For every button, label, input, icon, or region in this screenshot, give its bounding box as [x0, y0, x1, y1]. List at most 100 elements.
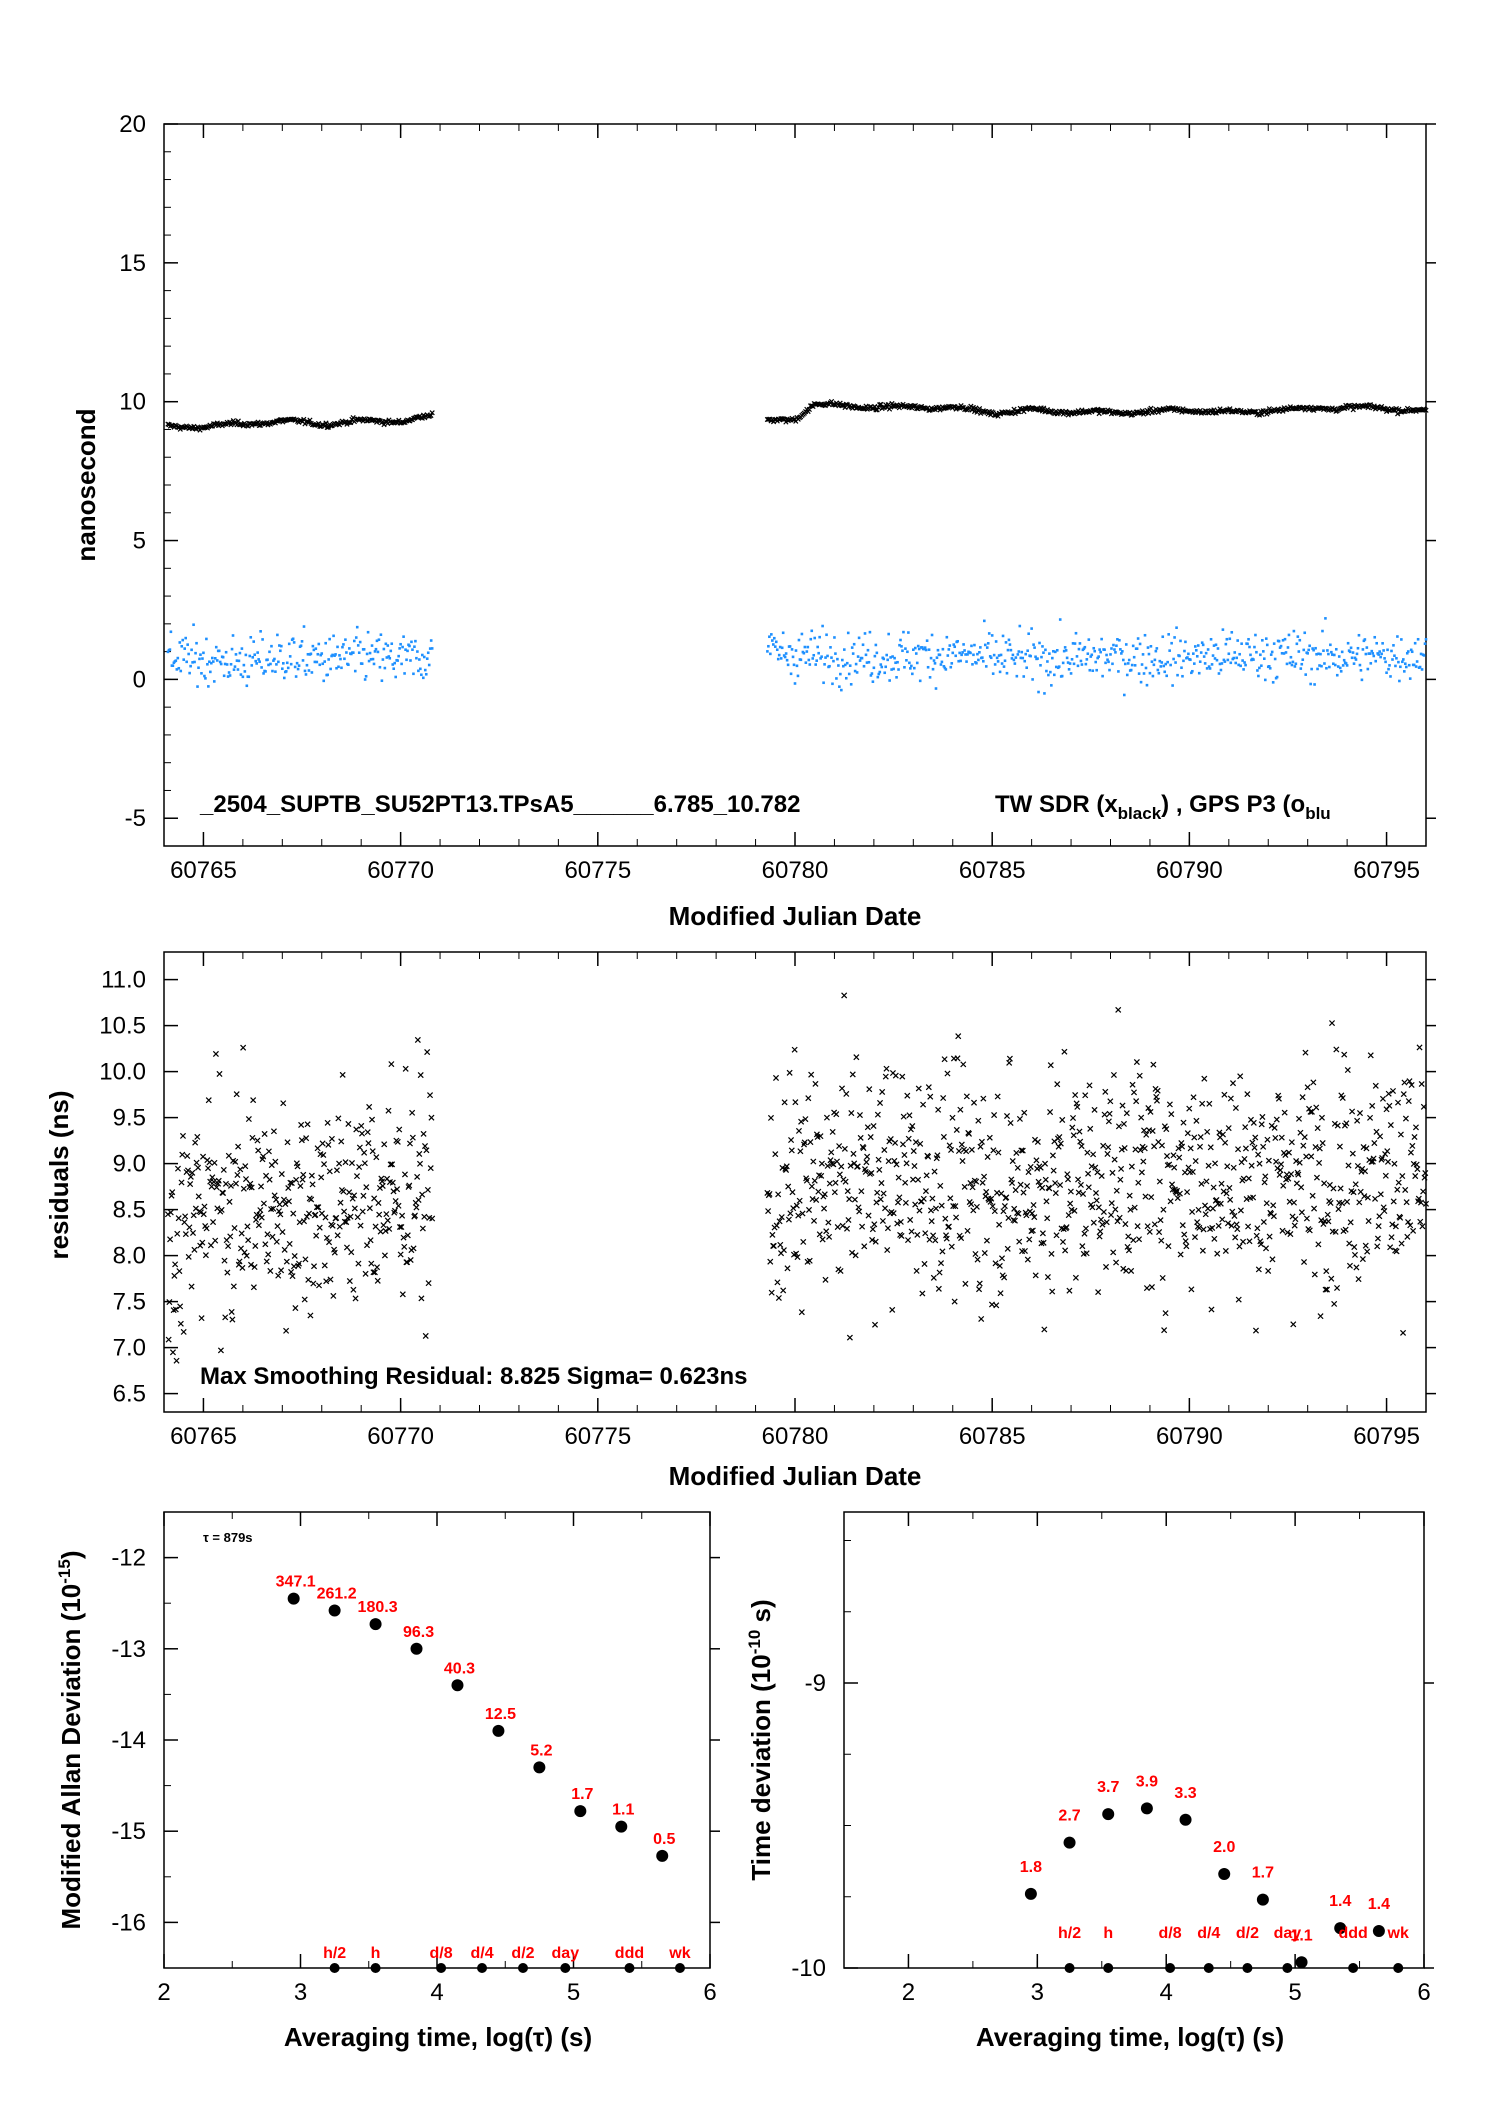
- residual-point: [208, 1183, 215, 1190]
- gps-p3-point: [420, 673, 423, 677]
- residual-point: [1090, 1151, 1097, 1158]
- gps-p3-point: [180, 644, 184, 648]
- gps-p3-point: [767, 644, 770, 648]
- residual-point: [1120, 1265, 1127, 1272]
- residual-point: [1361, 1193, 1368, 1200]
- axis-ticks: 60765 60770 60775 60780 60785 60790 607956.57.…: [99, 952, 1436, 1450]
- gps-p3-point: [1036, 657, 1039, 660]
- gps-p3-point: [994, 640, 998, 643]
- gps-p3-point: [1079, 659, 1083, 663]
- residual-point: [1105, 1118, 1112, 1125]
- residual-point: [767, 1114, 775, 1121]
- x-tick-label: 6: [703, 1979, 716, 2006]
- gps-p3-point: [1333, 653, 1336, 657]
- residual-point: [330, 1292, 337, 1299]
- residual-point: [1048, 1250, 1055, 1257]
- residual-point: [844, 1225, 851, 1232]
- residual-point: [925, 1153, 932, 1160]
- residual-point: [893, 1161, 900, 1168]
- gps-p3-point: [218, 660, 222, 664]
- gps-p3-point: [979, 646, 982, 649]
- gps-p3-point: [1400, 638, 1403, 641]
- gps-p3-point: [327, 658, 330, 661]
- gps-p3-point: [918, 679, 922, 683]
- residual-point: [1145, 1105, 1152, 1112]
- gps-p3-point: [1091, 669, 1095, 673]
- residual-point: [1407, 1149, 1414, 1156]
- gps-p3-point: [1352, 662, 1356, 665]
- gps-p3-point: [1191, 669, 1194, 673]
- residual-point: [1052, 1180, 1059, 1187]
- residual-point: [319, 1140, 326, 1147]
- y-tick-label: 10.0: [99, 1059, 146, 1086]
- residual-point: [929, 1195, 936, 1202]
- residual-point: [212, 1050, 219, 1057]
- gps-p3-point: [1265, 643, 1269, 647]
- residual-point: [254, 1137, 261, 1144]
- residual-point: [371, 1269, 378, 1276]
- gps-p3-point: [400, 662, 403, 666]
- residual-point: [952, 1203, 959, 1210]
- gps-p3-point: [403, 672, 406, 675]
- gps-p3-point: [339, 657, 342, 661]
- residual-point: [1270, 1213, 1277, 1220]
- gps-p3-point: [313, 660, 317, 664]
- residual-point: [833, 1158, 841, 1165]
- residual-point: [1260, 1218, 1267, 1226]
- gps-p3-point: [860, 656, 864, 660]
- residual-point: [1030, 1201, 1037, 1209]
- gps-p3-point: [1249, 653, 1252, 657]
- residual-point: [1395, 1179, 1402, 1186]
- gps-p3-point: [1024, 652, 1028, 656]
- residual-point: [1120, 1120, 1127, 1127]
- y-axis-title-unit: s): [746, 1599, 776, 1629]
- gps-p3-point: [423, 668, 427, 672]
- residual-point: [1202, 1211, 1209, 1218]
- residual-point: [207, 1242, 214, 1249]
- gps-p3-point: [1068, 662, 1072, 665]
- residual-point: [931, 1168, 938, 1175]
- time-marker-label: ddd: [615, 1945, 644, 1962]
- gps-p3-point: [281, 667, 284, 671]
- gps-p3-point: [1261, 638, 1264, 642]
- residual-point: [1189, 1208, 1196, 1215]
- gps-p3-point: [406, 649, 409, 653]
- tdev-point-label: 1.8: [1020, 1859, 1042, 1876]
- residual-point: [1279, 1227, 1286, 1234]
- residual-point: [892, 1072, 899, 1079]
- residual-point: [232, 1180, 239, 1187]
- time-marker-label: d/2: [511, 1945, 534, 1962]
- residual-point: [882, 1073, 889, 1080]
- gps-p3-point: [1053, 650, 1057, 654]
- gps-p3-point: [1366, 667, 1370, 671]
- residual-point: [310, 1263, 318, 1270]
- residual-point: [1248, 1162, 1255, 1169]
- residual-point: [795, 1127, 802, 1134]
- residual-point: [1266, 1233, 1273, 1240]
- gps-p3-point: [324, 641, 327, 645]
- gps-p3-point: [916, 644, 920, 648]
- residual-point: [1043, 1198, 1050, 1205]
- gps-p3-point: [888, 679, 891, 682]
- y-tick-label: 9.0: [113, 1151, 146, 1178]
- gps-p3-point: [907, 631, 910, 634]
- gps-p3-point: [171, 664, 175, 667]
- gps-p3-point: [840, 688, 843, 692]
- residual-point: [1286, 1198, 1293, 1205]
- residual-point: [313, 1204, 320, 1211]
- residual-point: [1339, 1200, 1346, 1207]
- residual-point: [194, 1164, 202, 1171]
- gps-p3-point: [862, 664, 866, 668]
- gps-p3-point: [906, 650, 909, 654]
- gps-p3-point: [1175, 626, 1178, 629]
- gps-p3-point: [1111, 662, 1114, 666]
- residual-point: [1240, 1175, 1247, 1182]
- gps-p3-point: [1218, 662, 1222, 666]
- gps-p3-point: [873, 654, 877, 658]
- residual-point: [765, 1208, 772, 1215]
- residual-point: [1390, 1198, 1397, 1205]
- residual-point: [772, 1074, 780, 1081]
- residual-point: [1041, 1326, 1048, 1333]
- residual-point: [816, 1231, 823, 1238]
- gps-p3-point: [1377, 653, 1380, 656]
